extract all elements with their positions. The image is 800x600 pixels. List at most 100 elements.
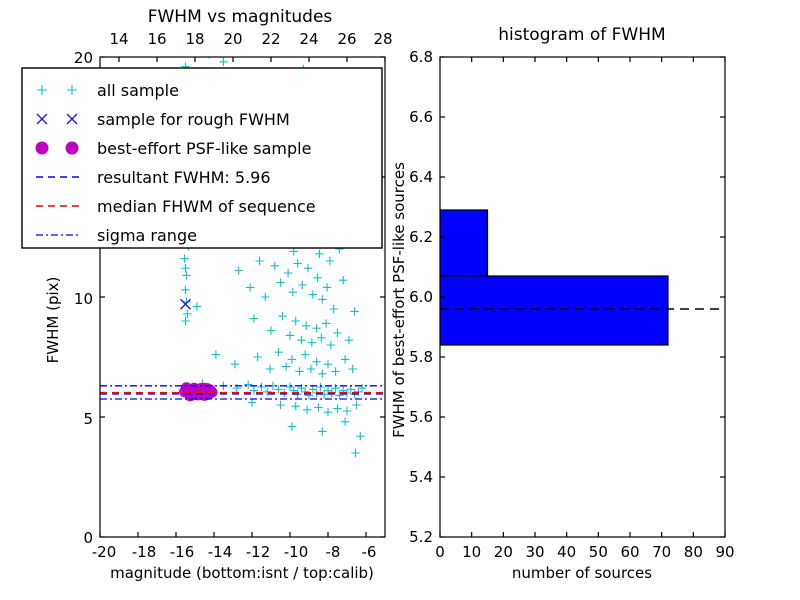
tick-label-bottom: -10 [284,543,309,561]
scatter-point-plus [326,340,336,350]
left-panel-title: FWHM vs magnitudes [148,7,333,27]
tick-label-top: 18 [185,30,204,48]
legend[interactable]: all sample sample for rough FWHM best-effo… [21,67,383,249]
scatter-point-plus [318,369,327,378]
scatter-point-plus [285,331,295,340]
scatter-point-plus [307,338,317,347]
scatter-point-plus [249,314,259,323]
scatter-point-plus [331,367,340,376]
tick-label-bottom: -16 [170,543,195,561]
scatter-point-plus [180,254,189,263]
tick-label-x: 0 [435,543,445,561]
scatter-point-plus [348,364,357,374]
legend-item[interactable]: sample for rough FWHM [36,110,290,129]
scatter-point-plus [287,355,297,364]
scatter-point-plus [211,350,221,359]
scatter-point-plus [253,352,262,362]
tick-label-y: 5.6 [409,408,433,426]
plus-icon [67,85,77,95]
tick-label-bottom: -14 [208,543,233,561]
right-panel-xlabel: number of sources [512,564,652,582]
tick-label-y: 6.0 [409,288,433,306]
scatter-point-plus [308,290,317,299]
right-panel-x-tick-labels: 0 10 20 30 40 50 60 70 80 90 [435,543,734,561]
legend-item[interactable]: median FHWM of sequence [36,197,316,216]
scatter-point-plus [183,309,192,318]
scatter-point-plus [352,400,361,410]
scatter-point-plus [302,405,312,414]
left-panel-bottom-tick-labels: -20 -18 -16 -14 -12 -10 -8 -6 [92,543,377,561]
scatter-point-plus [249,386,259,395]
right-panel-y-tick-labels: 5.2 5.4 5.6 5.8 6.0 6.2 6.4 6.6 6.8 [409,48,433,546]
scatter-point-plus [351,448,360,458]
legend-item-label: sigma range [97,226,197,245]
tick-label-bottom: -8 [326,543,341,561]
plus-icon [37,85,47,95]
scatter-point-plus [278,312,287,321]
scatter-point-plus [358,384,367,393]
tick-label-top: 26 [337,30,356,48]
scatter-point-plus [274,348,283,357]
tick-label-x: 90 [715,543,734,561]
dot-icon [65,141,79,155]
scatter-point-plus [266,326,276,335]
tick-label-bottom: -12 [246,543,271,561]
scatter-point-plus [313,273,322,282]
scatter-point-plus [247,398,257,407]
tick-label-x: 60 [620,543,639,561]
scatter-point-plus [274,385,283,394]
tick-label-y: 20 [74,49,93,67]
scatter-point-plus [293,259,302,268]
scatter-point-plus [340,417,350,426]
cross-icon [66,113,78,125]
tick-label-top: 22 [261,30,280,48]
histogram-bar [440,275,669,346]
dot-icon [35,141,49,155]
scatter-point-cross [180,298,191,310]
legend-item[interactable]: resultant FWHM: 5.96 [36,168,271,187]
legend-item-label: best-effort PSF-like sample [97,139,311,158]
tick-label-top: 24 [299,30,318,48]
scatter-point-plus [291,316,300,326]
left-panel-y-tick-labels: 0 5 10 20 [74,49,93,547]
tick-label-y: 5 [83,410,93,428]
scatter-point-plus [263,387,272,396]
scatter-point-plus [301,350,310,359]
scatter-point-plus [255,256,264,266]
scatter-point-plus [325,256,335,266]
scatter-point-plus [333,404,342,413]
series-sample-for-rough-fwhm [180,298,191,310]
scatter-point-plus [350,307,359,316]
scatter-point-plus [182,271,191,280]
left-panel-ylabel: FWHM (pix) [44,277,62,364]
scatter-point-plus [181,285,190,294]
tick-label-y: 6.8 [409,48,433,66]
legend-item-label: all sample [97,81,179,100]
tick-label-x: 20 [494,543,513,561]
tick-label-bottom: -6 [362,543,377,561]
left-panel-scatter: FWHM vs magnitudes 14 16 18 20 22 24 26 … [21,7,393,582]
scatter-point-plus [283,268,293,278]
tick-label-top: 20 [223,30,242,48]
scatter-point-plus [315,249,324,258]
scatter-reference-lines [100,385,385,400]
scatter-point-plus [295,367,304,376]
scatter-point-plus [356,432,365,441]
legend-item[interactable]: all sample [37,81,179,100]
right-panel-histogram: histogram of FWHM 0 10 20 30 40 50 60 70 80 90 5.… [390,25,735,582]
legend-box [21,67,383,249]
scatter-point-plus [333,328,342,338]
legend-item-label: resultant FWHM: 5.96 [97,168,271,187]
scatter-point-plus [276,400,285,410]
scatter-point-plus [318,295,327,304]
scatter-point-plus [261,292,270,302]
tick-label-y: 5.8 [409,348,433,366]
scatter-point-plus [340,355,350,364]
tick-label-y: 6.6 [409,108,433,126]
scatter-point-plus [346,385,355,394]
left-panel-ticks [99,56,386,538]
legend-item[interactable]: best-effort PSF-like sample [35,139,311,158]
scatter-point-plus [230,360,240,369]
legend-item[interactable]: sigma range [36,226,197,245]
